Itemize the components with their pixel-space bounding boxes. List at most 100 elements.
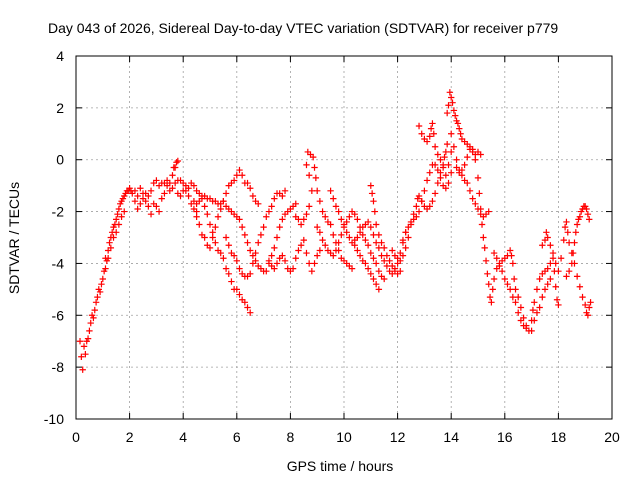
data-point (508, 252, 515, 259)
data-point (367, 249, 374, 257)
data-point (255, 239, 262, 246)
plot-frame (75, 55, 613, 420)
data-point (464, 179, 471, 187)
data-point (139, 195, 147, 202)
data-point (367, 270, 374, 277)
data-point (572, 229, 580, 236)
data-point (118, 213, 125, 220)
data-point (145, 203, 152, 210)
data-point (579, 293, 586, 301)
data-point (488, 299, 495, 306)
data-point (335, 239, 342, 246)
data-point (354, 234, 361, 241)
data-point (448, 169, 455, 176)
data-point (533, 309, 541, 316)
data-point (543, 229, 550, 236)
data-point (173, 159, 180, 166)
data-point (583, 205, 590, 213)
data-point (402, 229, 409, 236)
y-tick-label: -10 (44, 411, 64, 427)
data-point (457, 130, 464, 137)
x-tick-label: 10 (336, 429, 352, 445)
x-tick-label: 8 (287, 429, 295, 445)
data-point (180, 187, 187, 195)
data-point (113, 216, 120, 223)
data-point (316, 247, 324, 254)
x-tick-labels: 0 2 4 6 8 10 12 14 16 18 20 (72, 429, 620, 445)
data-point (418, 130, 425, 137)
data-point (476, 190, 483, 197)
data-point (576, 283, 584, 290)
data-point (464, 153, 471, 161)
data-point (529, 306, 537, 314)
data-point (466, 187, 474, 195)
data-point (544, 280, 551, 288)
data-point (330, 195, 337, 202)
data-point (485, 208, 492, 215)
data-point (372, 239, 380, 246)
data-point (573, 273, 581, 280)
data-point (563, 273, 570, 280)
data-point (209, 234, 216, 241)
data-point (510, 275, 518, 283)
data-point (544, 234, 551, 241)
data-point (370, 255, 377, 262)
data-point (217, 249, 224, 257)
data-point (292, 200, 299, 207)
data-point (107, 244, 115, 252)
data-point (185, 185, 192, 192)
data-point (555, 268, 562, 275)
data-point (174, 157, 182, 165)
data-point (91, 306, 98, 314)
data-point (244, 304, 251, 311)
data-point (263, 268, 270, 275)
data-point (225, 242, 232, 249)
data-point (569, 249, 577, 257)
data-point (87, 319, 94, 327)
y-tick-label: 4 (56, 48, 64, 64)
data-point (114, 210, 121, 218)
data-point (448, 94, 455, 101)
data-point (263, 213, 270, 220)
data-point (587, 299, 594, 306)
data-point (316, 229, 324, 236)
data-point (561, 223, 569, 231)
data-point (163, 177, 171, 184)
data-point (469, 148, 476, 156)
data-point (268, 252, 275, 259)
data-point (489, 286, 496, 293)
data-point (177, 192, 184, 200)
data-point (375, 268, 383, 275)
data-point (536, 275, 543, 283)
data-point (92, 299, 100, 306)
data-point (314, 252, 321, 259)
data-point (279, 216, 286, 223)
data-point (453, 156, 460, 163)
x-tick-label: 6 (233, 429, 241, 445)
data-point (402, 244, 409, 252)
data-point (204, 210, 211, 218)
data-point (515, 293, 522, 301)
data-point (547, 275, 554, 283)
data-point (509, 260, 517, 267)
data-point (220, 255, 227, 262)
data-point (418, 198, 425, 205)
data-point (98, 280, 105, 288)
data-point (247, 185, 254, 192)
data-point (305, 203, 313, 210)
data-point (531, 299, 538, 306)
data-point (292, 255, 299, 262)
data-point (397, 268, 404, 275)
data-point (426, 169, 433, 176)
data-point (375, 231, 383, 239)
data-point (375, 286, 383, 293)
data-point (346, 213, 353, 220)
data-point (386, 257, 393, 265)
data-point (222, 190, 230, 197)
data-point (332, 203, 340, 210)
data-point (504, 280, 511, 288)
data-point (370, 198, 377, 205)
data-point (415, 122, 423, 130)
data-point (82, 350, 89, 358)
